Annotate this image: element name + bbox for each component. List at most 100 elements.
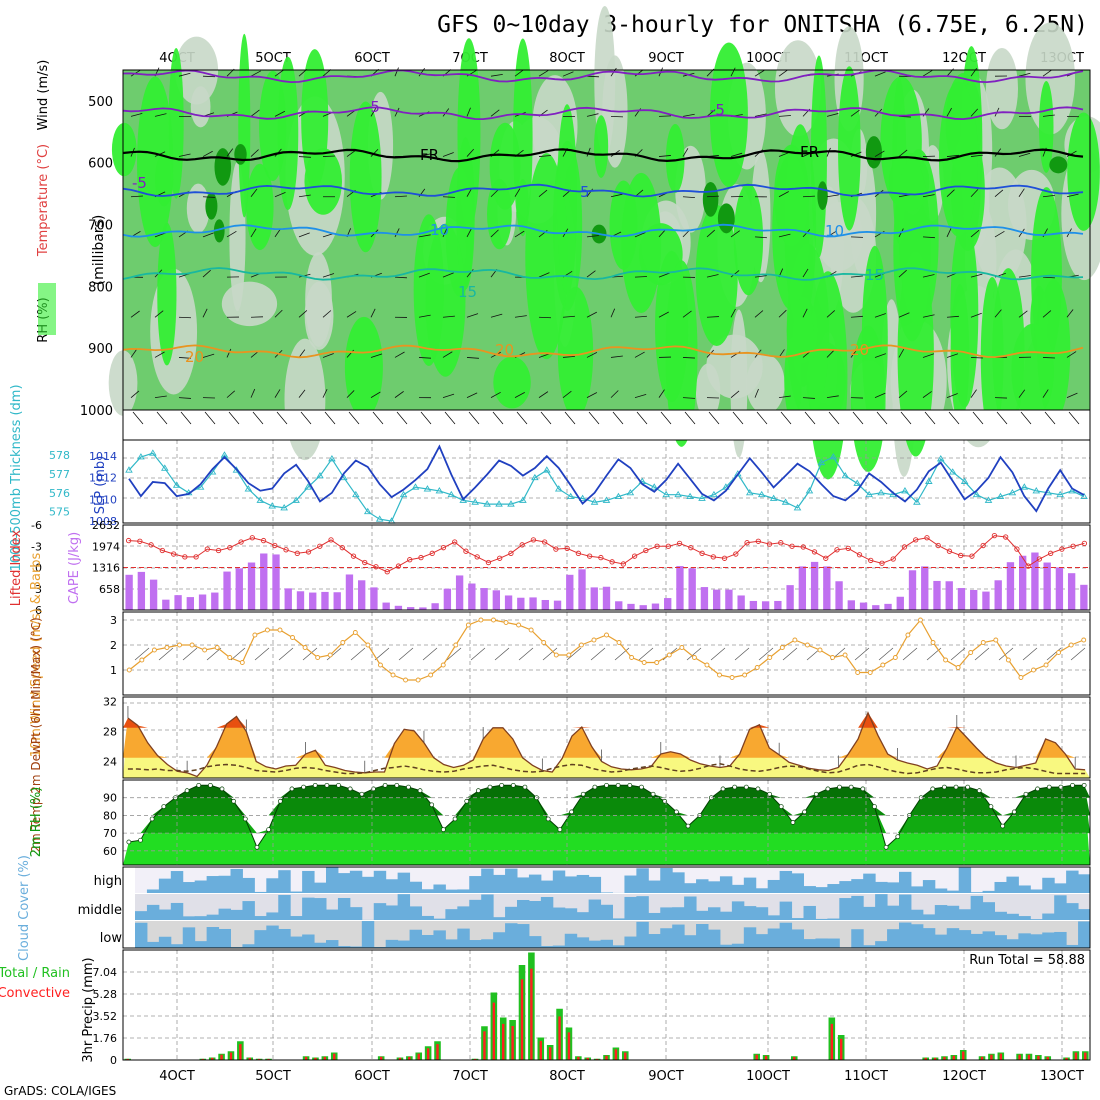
- cape-bar: [394, 605, 403, 610]
- surface-barb: [660, 411, 672, 425]
- wind-barb: [538, 391, 549, 398]
- wind-barb: [634, 351, 645, 358]
- cloud-cell: [194, 916, 208, 920]
- cloud-cell: [481, 894, 494, 920]
- thickness-point: [626, 488, 635, 496]
- cloud-cell: [672, 872, 685, 893]
- wind-barb: [394, 391, 404, 398]
- surface-barb: [972, 411, 984, 425]
- contour-label: -5: [710, 101, 725, 119]
- wind-speed-point: [478, 617, 484, 623]
- wind-speed-point: [666, 652, 672, 658]
- rh-high-region: [938, 81, 979, 237]
- cloud-cell: [910, 909, 924, 920]
- rh-point: [487, 784, 493, 790]
- cloud-cell: [158, 936, 172, 948]
- rh-low-region: [186, 183, 210, 233]
- thickness-point: [650, 483, 659, 490]
- wind-barb: [562, 71, 574, 77]
- thickness-point: [865, 490, 873, 498]
- precip-convective-bar: [840, 1038, 843, 1060]
- wind-barb: [490, 109, 500, 117]
- thickness-tick: 577: [49, 468, 70, 481]
- precip-convective-bar: [248, 1057, 251, 1060]
- cape-bar: [345, 574, 354, 610]
- isotherm-3: [122, 183, 1084, 198]
- rh-high-region: [774, 144, 809, 247]
- precip-convective-bar: [492, 1002, 496, 1060]
- date-label-bottom: 7OCT: [452, 1069, 488, 1084]
- surface-wind-barb: [686, 647, 702, 661]
- rh-point: [1011, 809, 1017, 815]
- date-label-bottom: 4OCT: [159, 1069, 195, 1084]
- wind-barb: [202, 75, 215, 78]
- cloud-cell: [827, 938, 840, 948]
- wind-speed-point: [403, 677, 409, 683]
- rh-high-region: [1039, 80, 1054, 173]
- precip-legend-total: Total / Rain: [0, 966, 70, 981]
- thickness-point: [960, 477, 969, 484]
- rh-point: [382, 782, 388, 788]
- thickness-point: [614, 492, 623, 500]
- cloud-cell: [135, 922, 148, 948]
- cloud-cell: [361, 876, 375, 893]
- li-point: [384, 569, 390, 575]
- rh-point: [615, 782, 621, 788]
- cape-bar: [835, 581, 843, 610]
- wind-barb: [970, 189, 979, 198]
- date-label-bottom: 13OCT: [1040, 1069, 1084, 1084]
- cloud-cell: [851, 879, 864, 893]
- wind-speed-point: [151, 647, 157, 653]
- wind-barb: [586, 270, 596, 278]
- wind-barb: [898, 269, 907, 278]
- rh-point: [406, 784, 411, 790]
- cloud-cell: [146, 889, 160, 893]
- cloud-cell: [326, 909, 339, 920]
- thickness-point: [363, 507, 372, 515]
- cloud-cell: [946, 905, 960, 920]
- precip-convective-bar: [417, 1053, 420, 1060]
- cloud-cell: [528, 874, 542, 893]
- cloud-cell: [743, 906, 757, 920]
- isotherm-6: [122, 344, 1084, 359]
- cloud-cell: [1066, 870, 1079, 893]
- rh-point: [510, 782, 516, 788]
- li-point: [958, 552, 964, 559]
- wind-barb: [490, 229, 499, 238]
- surface-wind-barb: [398, 647, 414, 661]
- cloud-cell: [648, 880, 661, 893]
- li-point: [1059, 546, 1065, 552]
- cloud-cell: [218, 875, 231, 893]
- rh-low-region: [706, 334, 763, 399]
- cloud-cell: [719, 944, 733, 948]
- wind-barb: [922, 391, 932, 398]
- wind-barb: [466, 392, 478, 398]
- contour-label: FR: [420, 146, 439, 164]
- li-point: [598, 554, 604, 561]
- cloud-cell: [1054, 931, 1067, 948]
- cape-bar: [247, 562, 256, 610]
- wind-barb: [682, 397, 695, 399]
- cloud-cell: [887, 882, 900, 893]
- cloud-cell: [934, 888, 948, 893]
- cloud-cell: [540, 896, 554, 920]
- cape-bar: [627, 603, 635, 610]
- wind-barb: [754, 310, 764, 318]
- cape-bar: [737, 595, 745, 610]
- wind-speed-point: [302, 645, 308, 650]
- surface-barb: [252, 411, 264, 425]
- thickness-point: [936, 454, 945, 462]
- wind-barb: [754, 275, 767, 278]
- thickness-point: [256, 496, 265, 503]
- wind-barb: [466, 313, 479, 318]
- rh-high-region: [259, 70, 287, 181]
- rh-high-region: [665, 260, 698, 447]
- wind-barb: [610, 390, 619, 398]
- cloud-cell: [600, 892, 613, 893]
- wind-speed-point: [352, 630, 358, 635]
- cloud-cell: [409, 881, 422, 893]
- cloud-level-label: low: [100, 931, 123, 946]
- li-point: [924, 535, 930, 541]
- rh-peak-region: [717, 203, 735, 234]
- cape-bar: [810, 561, 819, 610]
